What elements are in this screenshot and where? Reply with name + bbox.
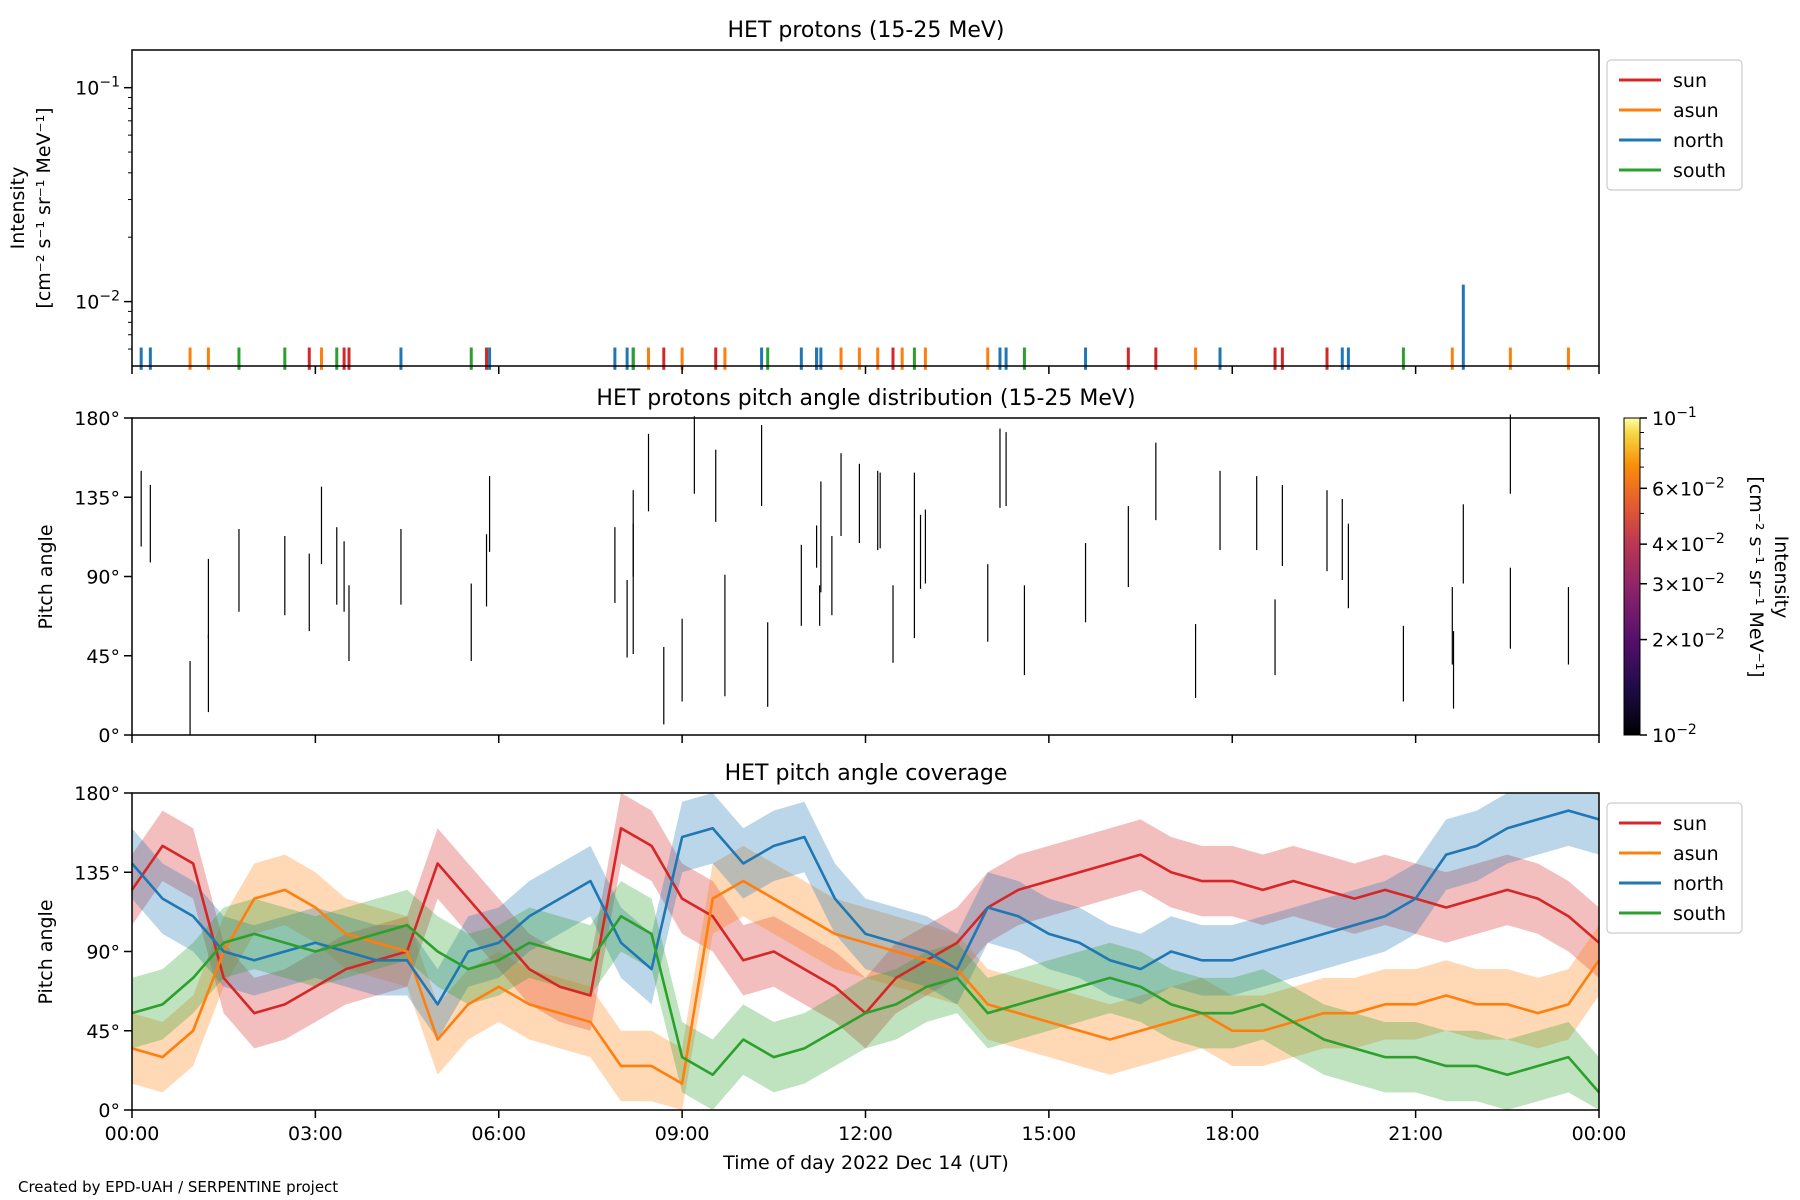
x-tick-label: 21:00	[1388, 1123, 1443, 1145]
colorbar-tick-label: 2×10−2	[1652, 627, 1725, 652]
colorbar-tick-label: 3×10−2	[1652, 571, 1725, 596]
coverage-band-south	[132, 881, 1599, 1110]
panel-intensity-ylabel-line2: [cm⁻² s⁻¹ sr⁻¹ MeV⁻¹]	[33, 107, 55, 308]
x-tick-label: 18:00	[1205, 1123, 1260, 1145]
panel-pad-plot	[140, 414, 1570, 735]
panel-coverage: HET pitch angle coverage 0° 45° 90° 135° 180…	[35, 761, 1743, 1122]
y-tick-label: 45°	[86, 646, 120, 668]
legend-label-sun: sun	[1673, 70, 1707, 92]
colorbar-label-line2: [cm⁻² s⁻¹ sr⁻¹ MeV⁻¹]	[1745, 476, 1767, 677]
coverage-line-south	[131, 914, 1600, 1094]
coverage-band-asun	[132, 845, 1599, 1110]
legend-label-asun: asun	[1673, 843, 1719, 865]
footer-credit: Created by EPD-UAH / SERPENTINE project	[18, 1178, 338, 1196]
x-tick-label: 15:00	[1021, 1123, 1076, 1145]
legend-label-south: south	[1673, 903, 1726, 925]
panel-coverage-legend: sun asun north south	[1606, 802, 1743, 934]
y-tick-label: 180°	[74, 408, 120, 430]
y-tick-label: 180°	[74, 783, 120, 805]
legend-box	[1606, 802, 1743, 934]
y-tick-label: 0°	[98, 725, 120, 747]
x-tick-label: 00:00	[1572, 1123, 1627, 1145]
legend-box	[1606, 59, 1743, 191]
x-tick-label: 09:00	[655, 1123, 710, 1145]
panel-coverage-y-axis: 0° 45° 90° 135° 180°	[74, 783, 132, 1122]
colorbar-tick-label: 10−1	[1652, 405, 1697, 430]
panel-intensity-frame	[131, 49, 1600, 367]
x-tick-label: 12:00	[838, 1123, 893, 1145]
panel-pad-title: HET protons pitch angle distribution (15…	[596, 386, 1135, 411]
y-tick-label: 135°	[74, 862, 120, 884]
panel-coverage-ylabel: Pitch angle	[35, 899, 57, 1004]
x-tick-label: 06:00	[471, 1123, 526, 1145]
panel-pad: HET protons pitch angle distribution (15…	[35, 386, 1792, 747]
panel-intensity-title: HET protons (15-25 MeV)	[728, 18, 1005, 43]
x-tick-label: 03:00	[288, 1123, 343, 1145]
y-tick-label: 90°	[86, 942, 120, 964]
panel-intensity-y-axis: 10−1 10−2	[75, 75, 132, 350]
y-tick-label: 90°	[86, 567, 120, 589]
colorbar-tick-label: 6×10−2	[1652, 475, 1725, 500]
x-axis: 00:00 03:00 06:00 09:00 12:00 15:00 18:00 21:00…	[105, 366, 1627, 1145]
coverage-line-asun	[131, 879, 1601, 1085]
coverage-band-sun	[132, 793, 1599, 1049]
y-tick-label: 10−2	[75, 289, 120, 314]
legend-label-sun: sun	[1673, 813, 1707, 835]
colorbar-tick-label: 10−2	[1652, 722, 1697, 747]
y-tick-label: 10−1	[75, 75, 120, 100]
panel-pad-y-axis: 0° 45° 90° 135° 180°	[74, 408, 132, 747]
colorbar-ticks: 10−1 6×10−2 4×10−2 3×10−2 2×10−2 10−2	[1640, 405, 1725, 747]
y-tick-label: 45°	[86, 1021, 120, 1043]
y-tick-label: 135°	[74, 487, 120, 509]
panel-intensity-ylabel-line1: Intensity	[7, 167, 29, 250]
legend-label-north: north	[1673, 130, 1724, 152]
legend-label-asun: asun	[1673, 100, 1719, 122]
colorbar-tick-label: 4×10−2	[1652, 531, 1725, 556]
panel-pad-ylabel: Pitch angle	[35, 524, 57, 629]
panel-coverage-title: HET pitch angle coverage	[725, 761, 1008, 786]
colorbar-label-line1: Intensity	[1770, 536, 1792, 619]
y-tick-label: 0°	[98, 1100, 120, 1122]
panel-intensity-legend: sun asun north south	[1606, 59, 1743, 191]
x-axis-label: Time of day 2022 Dec 14 (UT)	[722, 1152, 1009, 1174]
panel-coverage-plot	[130, 793, 1601, 1110]
panel-intensity-plot	[139, 284, 1570, 370]
x-tick-label: 00:00	[105, 1123, 160, 1145]
coverage-band-north	[132, 793, 1599, 1040]
panel-pad-frame	[131, 417, 1600, 736]
legend-label-south: south	[1673, 160, 1726, 182]
colorbar	[1623, 417, 1641, 736]
panel-intensity: HET protons (15-25 MeV) 10−1 10−2 Intensi…	[7, 18, 1743, 370]
legend-label-north: north	[1673, 873, 1724, 895]
coverage-line-north	[131, 809, 1600, 1006]
